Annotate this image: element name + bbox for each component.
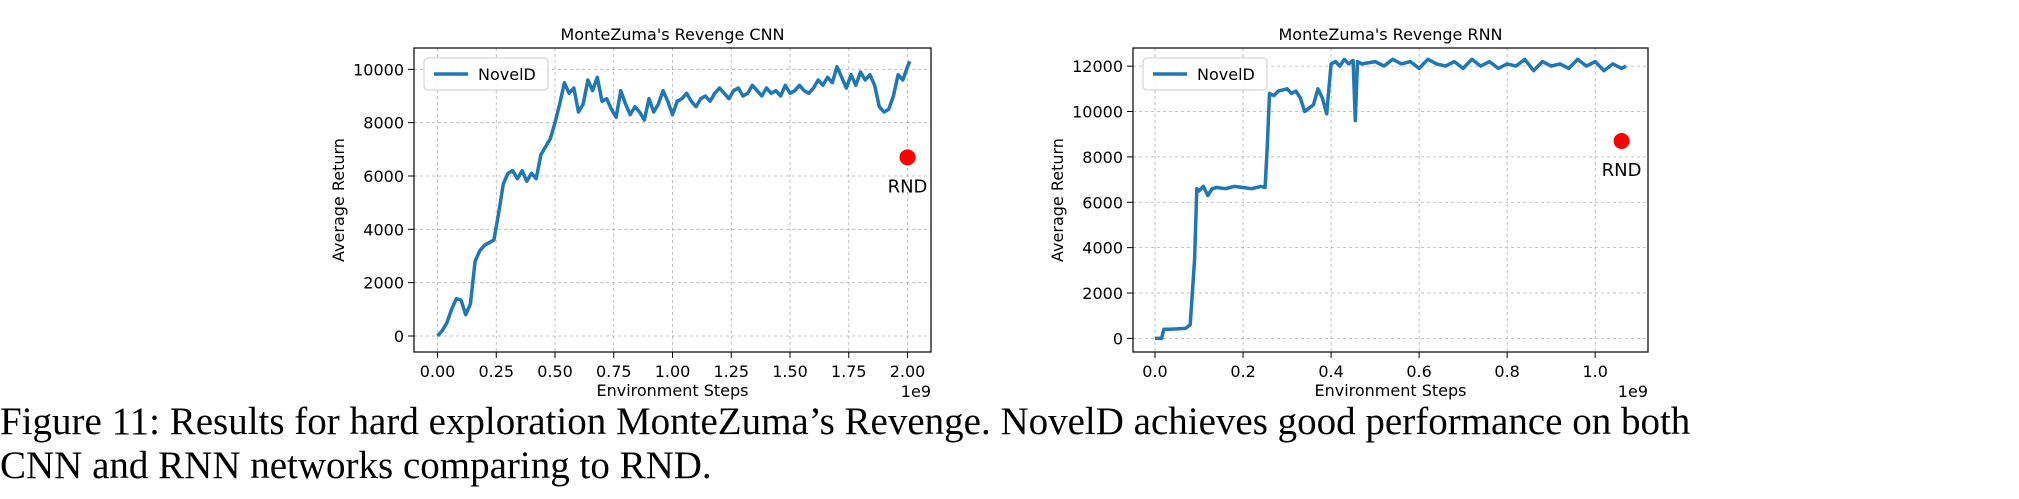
x-tick-label: 1.75 [831, 362, 867, 381]
chart-cnn: RND 0.00 0.25 0.50 0.75 1.00 1.25 1.50 1.75 2.00 0… [329, 25, 932, 400]
legend-box [1142, 57, 1268, 91]
x-tick-label: 1.25 [713, 362, 749, 381]
chart-title: MonteZuma's Revenge CNN [560, 25, 784, 44]
legend: NovelD [423, 57, 549, 91]
x-tick-label: 0.4 [1318, 362, 1343, 381]
y-tick-label: 2000 [363, 274, 404, 293]
legend-label: NovelD [478, 65, 536, 84]
x-tick-label: 0.75 [596, 362, 632, 381]
x-tick-label: 1.0 [1582, 362, 1607, 381]
x-tick-label: 2.00 [890, 362, 926, 381]
y-tick-label: 6000 [1082, 193, 1123, 212]
y-tick-label: 2000 [1082, 284, 1123, 303]
x-tick-label: 0.6 [1406, 362, 1431, 381]
y-tick-label: 10000 [1072, 103, 1123, 122]
rnd-point [1613, 133, 1630, 150]
y-tick-label: 8000 [1082, 148, 1123, 167]
y-tick-label: 0 [394, 327, 404, 346]
y-tick-label: 12000 [1072, 57, 1123, 76]
rnd-label: RND [1602, 160, 1642, 181]
y-tick-label: 4000 [363, 220, 404, 239]
y-tick-label: 0 [1113, 329, 1123, 348]
y-tick-label: 4000 [1082, 239, 1123, 258]
legend: NovelD [1142, 57, 1268, 91]
x-tick-label: 0.2 [1230, 362, 1255, 381]
x-tick-label: 0.50 [537, 362, 573, 381]
caption-line-1: Figure 11: Results for hard exploration … [0, 400, 1691, 443]
y-axis-label: Average Return [329, 138, 348, 262]
chart-title: MonteZuma's Revenge RNN [1279, 25, 1503, 44]
rnd-point [899, 149, 916, 166]
x-tick-label: 0.8 [1494, 362, 1519, 381]
chart-rnn: RND 0.0 0.2 0.4 0.6 0.8 1.0 0 2000 4000 6000 8000 10… [1048, 25, 1649, 400]
x-tick-label: 0.25 [478, 362, 514, 381]
rnd-label: RND [888, 176, 928, 197]
series-line-noveld [436, 60, 912, 338]
series-line-noveld [1155, 57, 1627, 341]
x-axis-label: Environment Steps [596, 381, 748, 400]
legend-box [423, 57, 549, 91]
x-tick-label: 0.00 [420, 362, 456, 381]
y-tick-label: 10000 [353, 60, 404, 79]
x-offset-label: 1e9 [901, 382, 931, 400]
caption-line-2: CNN and RNN networks comparing to RND. [0, 444, 712, 487]
y-axis-label: Average Return [1048, 138, 1067, 262]
plot-frame [1132, 47, 1649, 353]
x-axis-label: Environment Steps [1314, 381, 1466, 400]
y-tick-label: 8000 [363, 114, 404, 133]
figure-caption: Figure 11: Results for hard exploration … [0, 400, 2019, 488]
x-tick-label: 1.50 [772, 362, 808, 381]
x-offset-label: 1e9 [1618, 382, 1648, 400]
y-tick-label: 6000 [363, 167, 404, 186]
legend-label: NovelD [1197, 65, 1255, 84]
x-tick-label: 0.0 [1142, 362, 1167, 381]
x-tick-label: 1.00 [655, 362, 691, 381]
